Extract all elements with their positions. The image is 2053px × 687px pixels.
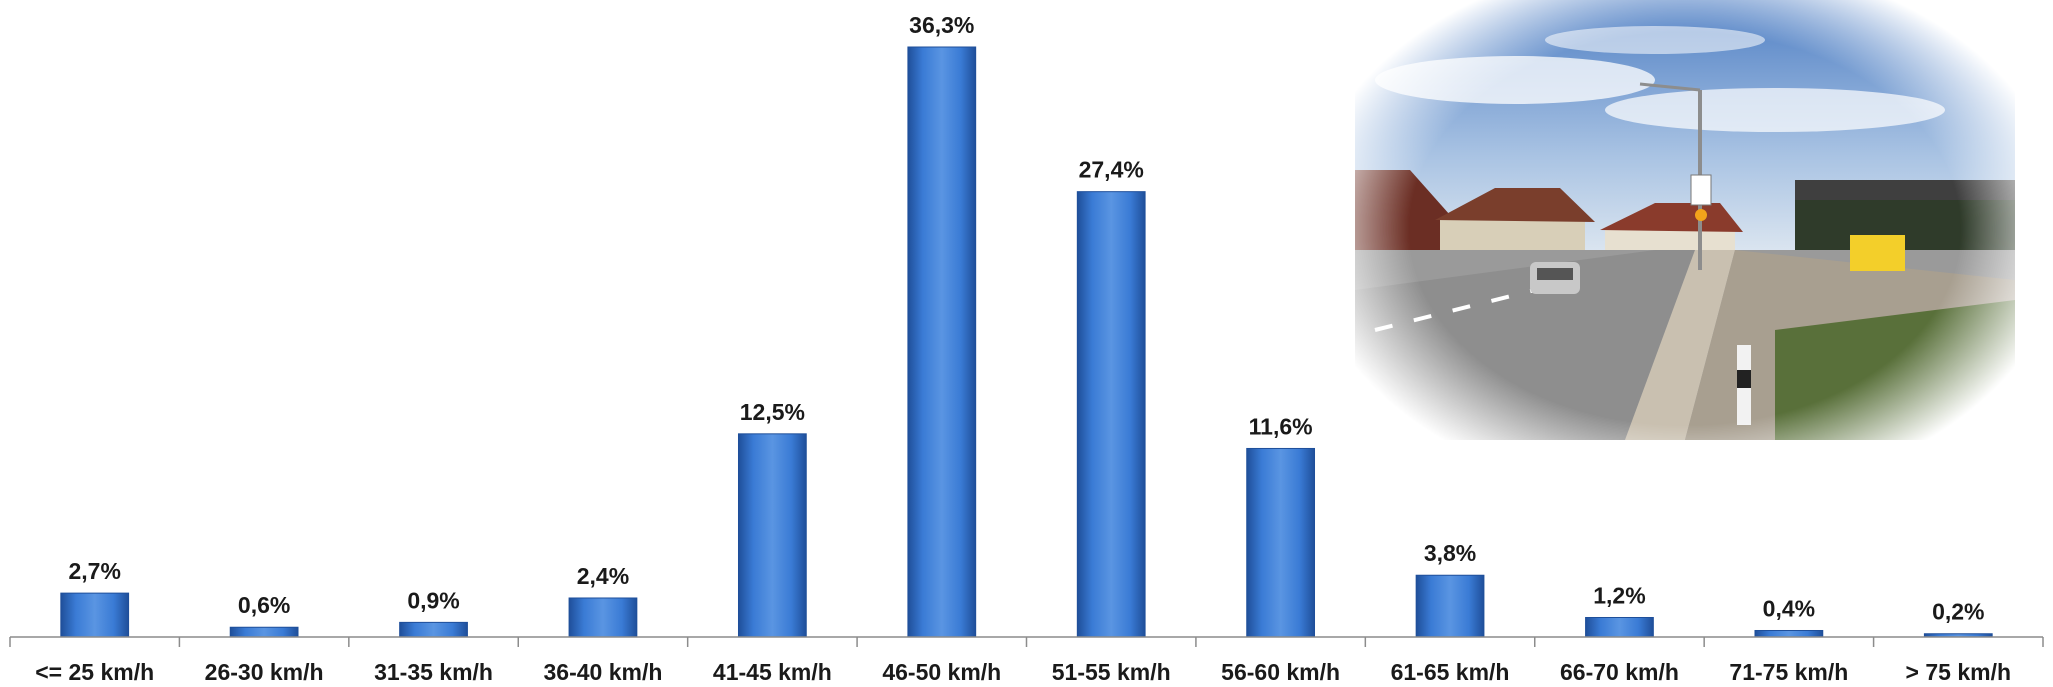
bar-9 xyxy=(1585,616,1654,638)
data-label-5: 36,3% xyxy=(909,12,974,38)
bar-10 xyxy=(1754,629,1824,638)
data-label-11: 0,2% xyxy=(1932,599,1984,625)
bar-6 xyxy=(1076,191,1146,638)
x-tick-label-1: 26-30 km/h xyxy=(205,659,324,685)
x-tick-label-9: 66-70 km/h xyxy=(1560,659,1679,685)
bar-2 xyxy=(399,621,468,638)
x-tick-label-8: 61-65 km/h xyxy=(1391,659,1510,685)
data-label-1: 0,6% xyxy=(238,592,290,618)
street-photo xyxy=(1355,0,2015,440)
bar-0 xyxy=(60,592,130,638)
x-tick-label-0: <= 25 km/h xyxy=(35,659,154,685)
data-label-7: 11,6% xyxy=(1249,413,1313,439)
data-label-6: 27,4% xyxy=(1079,157,1144,183)
bar-8 xyxy=(1415,574,1485,638)
bar-3 xyxy=(568,597,638,638)
data-label-10: 0,4% xyxy=(1763,595,1815,621)
data-label-8: 3,8% xyxy=(1424,540,1476,566)
x-tick-label-4: 41-45 km/h xyxy=(713,659,832,685)
x-tick-label-6: 51-55 km/h xyxy=(1052,659,1171,685)
data-label-0: 2,7% xyxy=(68,558,120,584)
x-tick-label-11: > 75 km/h xyxy=(1906,659,2011,685)
x-tick-label-5: 46-50 km/h xyxy=(882,659,1001,685)
x-tick-label-10: 71-75 km/h xyxy=(1729,659,1848,685)
bar-4 xyxy=(737,433,807,638)
x-tick-label-2: 31-35 km/h xyxy=(374,659,493,685)
bar-1 xyxy=(229,626,299,638)
x-tick-label-3: 36-40 km/h xyxy=(544,659,663,685)
x-tick-label-7: 56-60 km/h xyxy=(1221,659,1340,685)
data-label-3: 2,4% xyxy=(577,563,629,589)
data-label-4: 12,5% xyxy=(740,399,805,425)
bar-7 xyxy=(1246,447,1316,638)
bar-5 xyxy=(907,46,977,638)
data-label-9: 1,2% xyxy=(1593,582,1645,608)
data-label-2: 0,9% xyxy=(407,587,459,613)
